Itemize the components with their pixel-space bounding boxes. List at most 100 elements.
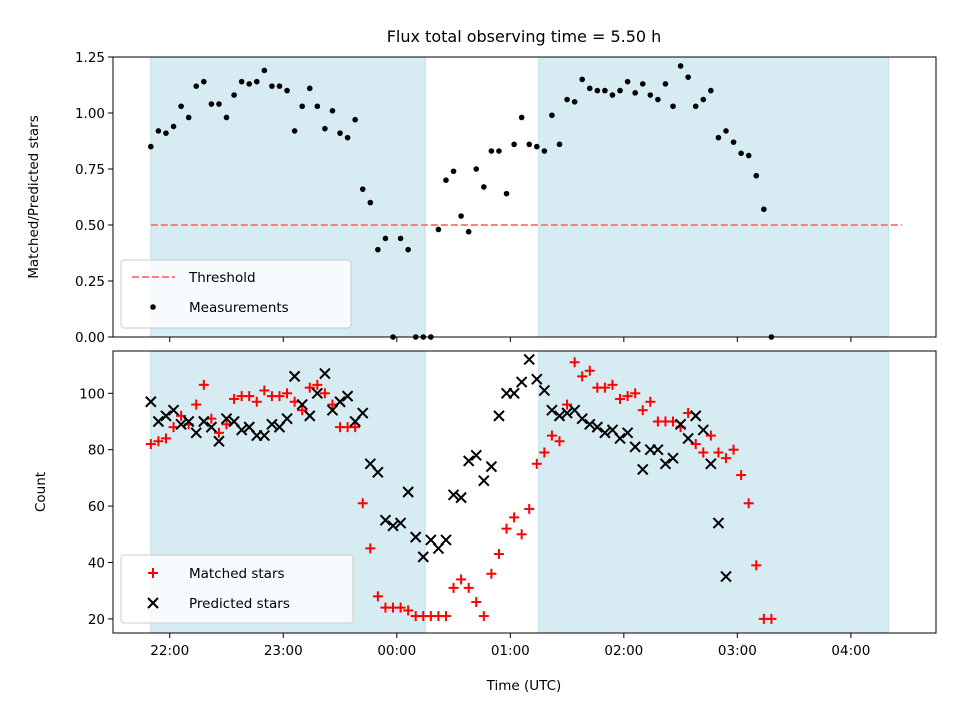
predicted-star-point	[455, 491, 467, 504]
matched-star-point	[698, 447, 709, 458]
bottom-panel-predicted-points	[145, 353, 732, 583]
predicted-star-point	[485, 460, 498, 473]
predicted-star-point	[659, 458, 672, 470]
bottom-y-tick-label: 80	[88, 443, 105, 459]
matched-star-point	[577, 371, 588, 382]
measurement-point	[549, 112, 555, 119]
measurement-point	[473, 166, 480, 172]
matched-star-point	[319, 388, 330, 399]
bottom-panel-frame	[112, 350, 937, 634]
bottom-legend: Matched stars Predicted stars	[120, 554, 354, 624]
measurement-point	[586, 85, 593, 92]
top-panel-yticks: 0.00 0.25 0.50 0.75 1.00 1.25	[75, 50, 113, 346]
matched-star-point	[160, 433, 171, 444]
measurement-point	[753, 172, 760, 179]
bottom-y-tick-label: 60	[88, 499, 105, 515]
predicted-star-point	[387, 520, 399, 532]
measurement-point	[488, 148, 495, 154]
matched-star-point	[743, 498, 754, 509]
matched-star-point	[312, 379, 323, 390]
measurement-point	[375, 246, 381, 253]
measurement-point	[367, 199, 374, 206]
matched-star-point	[221, 419, 232, 430]
predicted-star-point	[213, 435, 225, 447]
top-legend-measurements-label: Measurements	[189, 300, 289, 316]
measurement-point	[276, 83, 283, 89]
matched-star-point	[403, 605, 414, 616]
shaded-interval-2	[538, 350, 890, 634]
measurement-point	[155, 128, 162, 134]
predicted-star-point	[576, 412, 588, 425]
predicted-star-point	[621, 427, 634, 439]
predicted-star-point	[682, 432, 694, 445]
measurement-point	[564, 96, 570, 103]
measurement-point	[662, 81, 669, 87]
measurement-point	[723, 128, 729, 134]
predicted-star-point	[190, 427, 202, 439]
matched-star-point	[372, 591, 383, 602]
matched-star-point	[569, 357, 580, 368]
measurement-point	[533, 143, 540, 150]
predicted-star-point	[508, 387, 520, 400]
predicted-star-point	[220, 412, 233, 425]
top-y-tick-label: 0.75	[75, 162, 105, 178]
bottom-y-axis-label: Count	[33, 472, 49, 512]
matched-star-point	[516, 529, 527, 540]
predicted-star-point	[379, 514, 392, 526]
top-legend-measurements-swatch	[150, 304, 156, 310]
bottom-y-tick-label: 40	[88, 556, 105, 572]
shaded-interval-2	[538, 56, 890, 338]
measurement-point	[571, 99, 578, 105]
x-tick-label: 00:00	[377, 643, 416, 659]
top-panel-xticks	[169, 337, 852, 342]
x-tick-label: 01:00	[491, 643, 530, 659]
measurement-point	[382, 235, 389, 242]
bottom-y-tick-label: 20	[88, 612, 105, 628]
measurement-point	[231, 92, 237, 98]
measurement-point	[677, 63, 684, 69]
matched-star-point	[274, 391, 285, 402]
measurement-point	[511, 141, 517, 148]
matched-star-point	[539, 447, 550, 458]
predicted-star-point	[493, 410, 505, 422]
measurement-point	[609, 92, 616, 98]
predicted-star-point	[417, 551, 429, 563]
bottom-panel-matched-points	[145, 357, 777, 624]
matched-star-point	[463, 582, 474, 593]
predicted-star-point	[334, 396, 346, 408]
bottom-legend-matched-swatch	[148, 568, 158, 578]
measurement-point	[185, 114, 192, 121]
measurement-point	[352, 116, 358, 123]
measurement-point	[579, 76, 586, 83]
bottom-legend-predicted-label: Predicted stars	[189, 596, 290, 612]
measurement-point	[397, 235, 404, 242]
matched-star-point	[554, 436, 565, 447]
matched-star-point	[198, 379, 209, 390]
measurement-point	[291, 128, 298, 134]
predicted-star-point	[304, 410, 316, 422]
matched-star-point	[448, 582, 459, 593]
x-axis-label: Time (UTC)	[486, 678, 562, 694]
matched-star-point	[282, 388, 293, 399]
predicted-star-point	[652, 443, 664, 456]
matched-star-point	[206, 413, 217, 424]
matched-star-point	[524, 503, 535, 514]
measurement-point	[269, 83, 275, 89]
measurement-point	[238, 78, 245, 85]
measurement-point	[216, 101, 222, 107]
matched-star-point	[486, 568, 497, 579]
measurement-point	[692, 103, 699, 110]
matched-star-point	[251, 396, 262, 407]
measurement-point	[314, 103, 321, 110]
matched-star-point	[168, 422, 179, 433]
matched-star-point	[607, 379, 618, 390]
predicted-star-point	[160, 410, 172, 422]
measurement-point	[306, 85, 313, 92]
matched-star-point	[668, 416, 679, 427]
predicted-star-point	[705, 458, 717, 470]
top-legend-threshold-label: Threshold	[188, 270, 256, 286]
predicted-star-point	[235, 424, 248, 436]
measurement-point	[170, 123, 177, 130]
measurement-point	[284, 87, 290, 94]
bottom-panel: 20 40 60 80 100 22:00 23:00 00:00 01:00 02:00 03:…	[33, 350, 937, 694]
